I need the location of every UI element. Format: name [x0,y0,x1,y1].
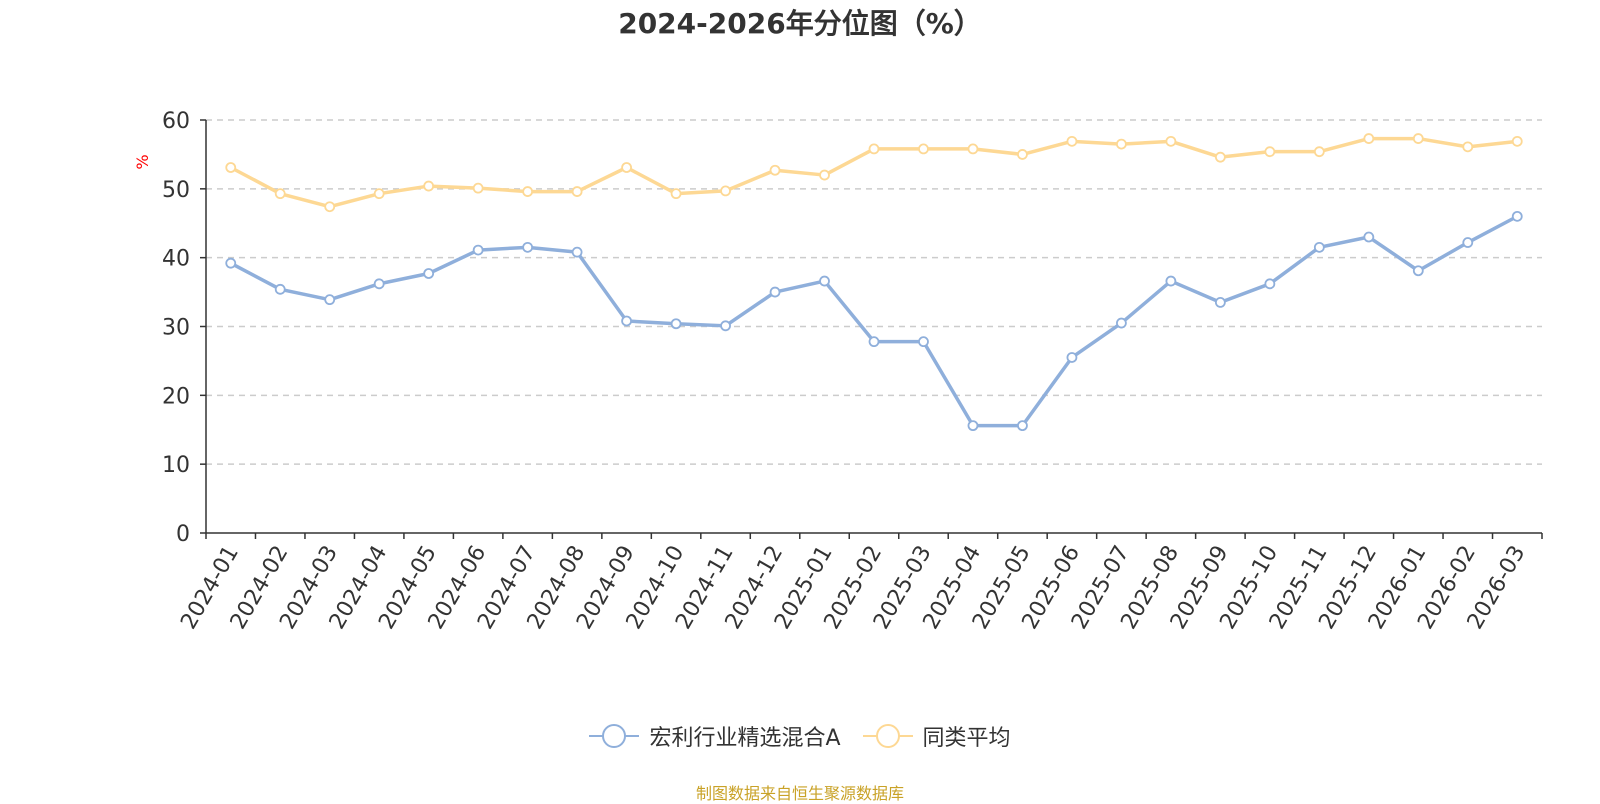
data-point-s0-3[interactable] [373,278,385,290]
y-tick-label: 30 [162,316,190,341]
data-point-s0-21[interactable] [1264,278,1276,290]
legend-marker-average [862,724,913,748]
data-point-s0-18[interactable] [1116,317,1127,329]
legend-item-fund[interactable]: 宏利行业精选混合A [589,720,841,752]
data-point-s1-20[interactable] [1214,151,1226,163]
data-point-s1-26[interactable] [1511,135,1523,147]
data-point-s0-23[interactable] [1363,231,1375,243]
legend-label-fund: 宏利行业精选混合A [649,726,841,751]
data-point-s1-10[interactable] [720,185,731,197]
source-note: 制图数据来自恒生聚源数据库 [695,784,904,803]
data-point-s1-13[interactable] [868,143,880,155]
data-point-s1-15[interactable] [967,143,979,155]
data-point-s0-24[interactable] [1412,265,1424,277]
data-point-s1-0[interactable] [225,162,237,173]
data-point-s1-17[interactable] [1066,135,1078,147]
data-point-s0-2[interactable] [324,294,336,306]
data-point-s0-0[interactable] [225,257,237,269]
data-point-s1-4[interactable] [423,180,435,192]
y-tick-label: 40 [162,247,190,272]
data-point-s0-4[interactable] [423,268,435,279]
legend-item-average[interactable]: 同类平均 [862,720,1011,752]
line-chart: 0102030405060%2024-012024-022024-032024-… [133,109,1543,634]
data-point-s0-17[interactable] [1066,352,1078,363]
data-point-s0-19[interactable] [1165,275,1177,287]
data-point-s1-25[interactable] [1462,141,1474,153]
data-point-s1-12[interactable] [819,169,830,181]
data-point-s0-9[interactable] [670,318,682,330]
y-tick-label: 50 [162,178,190,203]
data-point-s1-14[interactable] [918,143,929,155]
data-point-s0-13[interactable] [868,336,880,348]
data-point-s1-16[interactable] [1017,149,1028,160]
data-point-s0-16[interactable] [1017,420,1028,432]
data-point-s0-25[interactable] [1462,237,1474,248]
data-point-s1-18[interactable] [1116,138,1127,150]
data-point-s0-20[interactable] [1214,297,1226,308]
legend-label-average: 同类平均 [922,726,1011,751]
data-point-s1-8[interactable] [621,162,632,173]
data-point-s1-2[interactable] [324,201,336,213]
data-point-s1-1[interactable] [274,188,286,200]
legend: 宏利行业精选混合A 同类平均 [0,720,1600,752]
data-point-s1-7[interactable] [571,186,583,197]
data-point-s0-7[interactable] [571,246,583,258]
data-point-s0-1[interactable] [274,283,286,295]
data-point-s0-26[interactable] [1511,210,1523,222]
data-point-s1-24[interactable] [1412,133,1424,144]
data-point-s1-11[interactable] [769,164,781,176]
data-point-s1-6[interactable] [522,186,534,197]
data-point-s1-3[interactable] [373,188,385,200]
data-point-s0-11[interactable] [769,286,781,298]
data-point-s0-5[interactable] [472,244,484,256]
data-point-s0-22[interactable] [1313,241,1325,253]
y-tick-label: 0 [176,522,190,547]
chart-title: 2024-2026年分位图（%） [618,7,982,40]
data-point-s1-21[interactable] [1264,146,1276,158]
data-point-s1-23[interactable] [1363,133,1375,144]
data-point-s1-19[interactable] [1165,135,1177,147]
y-axis-unit-label: % [133,154,152,169]
data-point-s1-5[interactable] [472,182,484,194]
data-point-s0-8[interactable] [621,315,632,327]
data-point-s0-6[interactable] [522,241,534,253]
legend-marker-fund [589,724,640,748]
data-point-s0-10[interactable] [720,320,731,332]
data-point-s1-9[interactable] [670,188,682,200]
y-tick-label: 10 [162,453,190,478]
data-point-s1-22[interactable] [1313,146,1325,158]
y-tick-label: 60 [162,109,190,134]
data-point-s0-12[interactable] [819,275,830,287]
y-tick-label: 20 [162,384,190,409]
data-point-s0-14[interactable] [918,336,929,348]
data-point-s0-15[interactable] [967,420,979,432]
